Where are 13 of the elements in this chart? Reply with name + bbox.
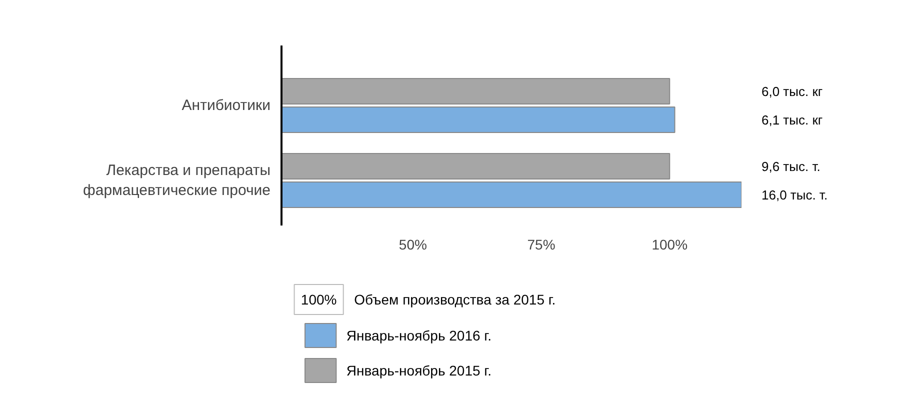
legend-label: Январь-ноябрь 2016 г.: [346, 328, 492, 344]
text: 9,6 тыс. т.: [762, 158, 820, 174]
text: 6,0 тыс. кг: [762, 84, 823, 99]
text: 100%: [300, 292, 337, 308]
text: 16,0 тыс. т.: [762, 187, 828, 202]
x-tick-label: 50%: [398, 236, 427, 252]
x-tick-label: 100%: [652, 236, 688, 252]
x-tick-label: 75%: [527, 236, 556, 252]
y-tick-label: Антибиотики: [182, 97, 271, 114]
text: 6,1 тыс. кг: [762, 112, 823, 128]
legend-label: Январь-ноябрь 2015 г.: [346, 362, 492, 378]
text: Объем производства за 2015 г.: [354, 292, 556, 308]
y-tick-label: Лекарства и препараты фармацевтические прочие: [83, 162, 271, 200]
